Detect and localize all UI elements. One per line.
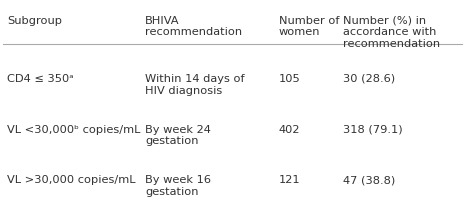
Text: 105: 105 [278, 74, 300, 84]
Text: VL >30,000 copies/mL: VL >30,000 copies/mL [7, 175, 136, 185]
Text: BHIVA
recommendation: BHIVA recommendation [145, 16, 242, 38]
Text: Subgroup: Subgroup [7, 16, 62, 26]
Text: Number of
women: Number of women [278, 16, 339, 38]
Text: 121: 121 [278, 175, 300, 185]
Text: 402: 402 [278, 124, 300, 135]
Text: By week 24
gestation: By week 24 gestation [145, 124, 211, 146]
Text: By week 16
gestation: By week 16 gestation [145, 175, 211, 197]
Text: Number (%) in
accordance with
recommendation: Number (%) in accordance with recommenda… [343, 16, 440, 49]
Text: 30 (28.6): 30 (28.6) [343, 74, 395, 84]
Text: Within 14 days of
HIV diagnosis: Within 14 days of HIV diagnosis [145, 74, 245, 96]
Text: CD4 ≤ 350ᵃ: CD4 ≤ 350ᵃ [7, 74, 74, 84]
Text: 47 (38.8): 47 (38.8) [343, 175, 395, 185]
Text: 318 (79.1): 318 (79.1) [343, 124, 402, 135]
Text: VL <30,000ᵇ copies/mL: VL <30,000ᵇ copies/mL [7, 124, 141, 135]
